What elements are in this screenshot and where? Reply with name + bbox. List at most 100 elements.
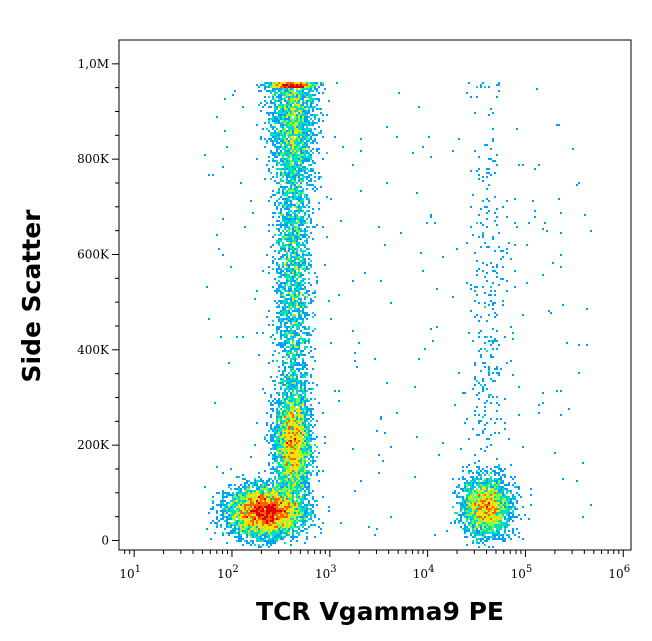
density-dot bbox=[228, 524, 230, 526]
density-dot bbox=[274, 498, 276, 500]
density-dot bbox=[304, 196, 306, 198]
density-dot bbox=[470, 482, 472, 484]
density-dot bbox=[276, 450, 278, 452]
density-dot bbox=[292, 406, 294, 408]
density-dot bbox=[302, 516, 304, 518]
density-dot bbox=[304, 384, 306, 386]
density-dot bbox=[310, 456, 312, 458]
density-dot bbox=[292, 510, 294, 512]
density-dot bbox=[288, 402, 290, 404]
density-dot bbox=[304, 428, 306, 430]
density-dot bbox=[252, 526, 254, 528]
density-dot bbox=[498, 474, 500, 476]
density-dot bbox=[302, 284, 304, 286]
density-dot bbox=[304, 148, 306, 150]
density-dot bbox=[300, 130, 302, 132]
density-dot bbox=[494, 478, 496, 480]
density-dot bbox=[476, 434, 478, 436]
density-dot bbox=[264, 96, 266, 98]
density-dot bbox=[286, 224, 288, 226]
density-dot bbox=[292, 524, 294, 526]
density-dot bbox=[262, 510, 264, 512]
density-dot bbox=[302, 428, 304, 430]
density-dot bbox=[310, 134, 312, 136]
density-dot bbox=[298, 298, 300, 300]
density-dot bbox=[234, 530, 236, 532]
density-dot bbox=[284, 524, 286, 526]
density-dot bbox=[250, 482, 252, 484]
density-dot bbox=[284, 452, 286, 454]
density-dot bbox=[502, 508, 504, 510]
density-dot bbox=[326, 152, 328, 154]
density-dot bbox=[288, 98, 290, 100]
density-dot bbox=[302, 278, 304, 280]
density-dot bbox=[302, 104, 304, 106]
density-dot bbox=[306, 222, 308, 224]
density-dot bbox=[294, 508, 296, 510]
density-dot bbox=[294, 292, 296, 294]
density-dot bbox=[288, 242, 290, 244]
density-dot bbox=[298, 146, 300, 148]
density-dot bbox=[250, 506, 252, 508]
density-dot bbox=[290, 222, 292, 224]
density-dot bbox=[240, 488, 242, 490]
density-dot bbox=[306, 478, 308, 480]
density-dot bbox=[286, 192, 288, 194]
density-dot bbox=[290, 102, 292, 104]
density-dot bbox=[284, 112, 286, 114]
density-dot bbox=[310, 448, 312, 450]
density-dot bbox=[290, 348, 292, 350]
density-dot bbox=[280, 104, 282, 106]
density-dot bbox=[298, 302, 300, 304]
density-dot bbox=[298, 348, 300, 350]
density-dot bbox=[302, 310, 304, 312]
density-dot bbox=[260, 538, 262, 540]
density-dot bbox=[292, 250, 294, 252]
density-dot bbox=[298, 186, 300, 188]
density-dot bbox=[296, 468, 298, 470]
density-dot bbox=[264, 512, 266, 514]
density-dot bbox=[320, 132, 322, 134]
density-dot bbox=[306, 448, 308, 450]
density-dot bbox=[298, 170, 300, 172]
density-dot bbox=[282, 344, 284, 346]
density-dot bbox=[302, 460, 304, 462]
density-dot bbox=[280, 184, 282, 186]
density-dot bbox=[298, 110, 300, 112]
density-dot bbox=[290, 224, 292, 226]
density-dot bbox=[298, 414, 300, 416]
density-dot bbox=[298, 276, 300, 278]
density-dot bbox=[250, 516, 252, 518]
density-dot bbox=[462, 528, 464, 530]
density-dot bbox=[244, 488, 246, 490]
density-dot bbox=[274, 202, 276, 204]
density-dot bbox=[474, 520, 476, 522]
density-dot bbox=[480, 492, 482, 494]
density-dot bbox=[240, 540, 242, 542]
density-dot bbox=[300, 384, 302, 386]
density-dot bbox=[306, 268, 308, 270]
density-dot bbox=[272, 286, 274, 288]
density-dot bbox=[294, 86, 296, 88]
density-dot bbox=[508, 518, 510, 520]
density-dot bbox=[316, 224, 318, 226]
density-dot bbox=[294, 270, 296, 272]
density-dot bbox=[282, 492, 284, 494]
density-dot bbox=[286, 396, 288, 398]
density-dot bbox=[292, 154, 294, 156]
density-dot bbox=[290, 82, 292, 84]
density-dot bbox=[468, 506, 470, 508]
density-dot bbox=[278, 306, 280, 308]
density-dot bbox=[270, 100, 272, 102]
density-dot bbox=[296, 208, 298, 210]
density-dot bbox=[292, 100, 294, 102]
density-dot bbox=[274, 516, 276, 518]
density-dot bbox=[480, 500, 482, 502]
density-dot bbox=[304, 454, 306, 456]
density-dot bbox=[302, 148, 304, 150]
density-dot bbox=[286, 468, 288, 470]
density-dot bbox=[296, 234, 298, 236]
density-dot bbox=[468, 470, 470, 472]
density-dot bbox=[286, 402, 288, 404]
density-dot bbox=[312, 456, 314, 458]
